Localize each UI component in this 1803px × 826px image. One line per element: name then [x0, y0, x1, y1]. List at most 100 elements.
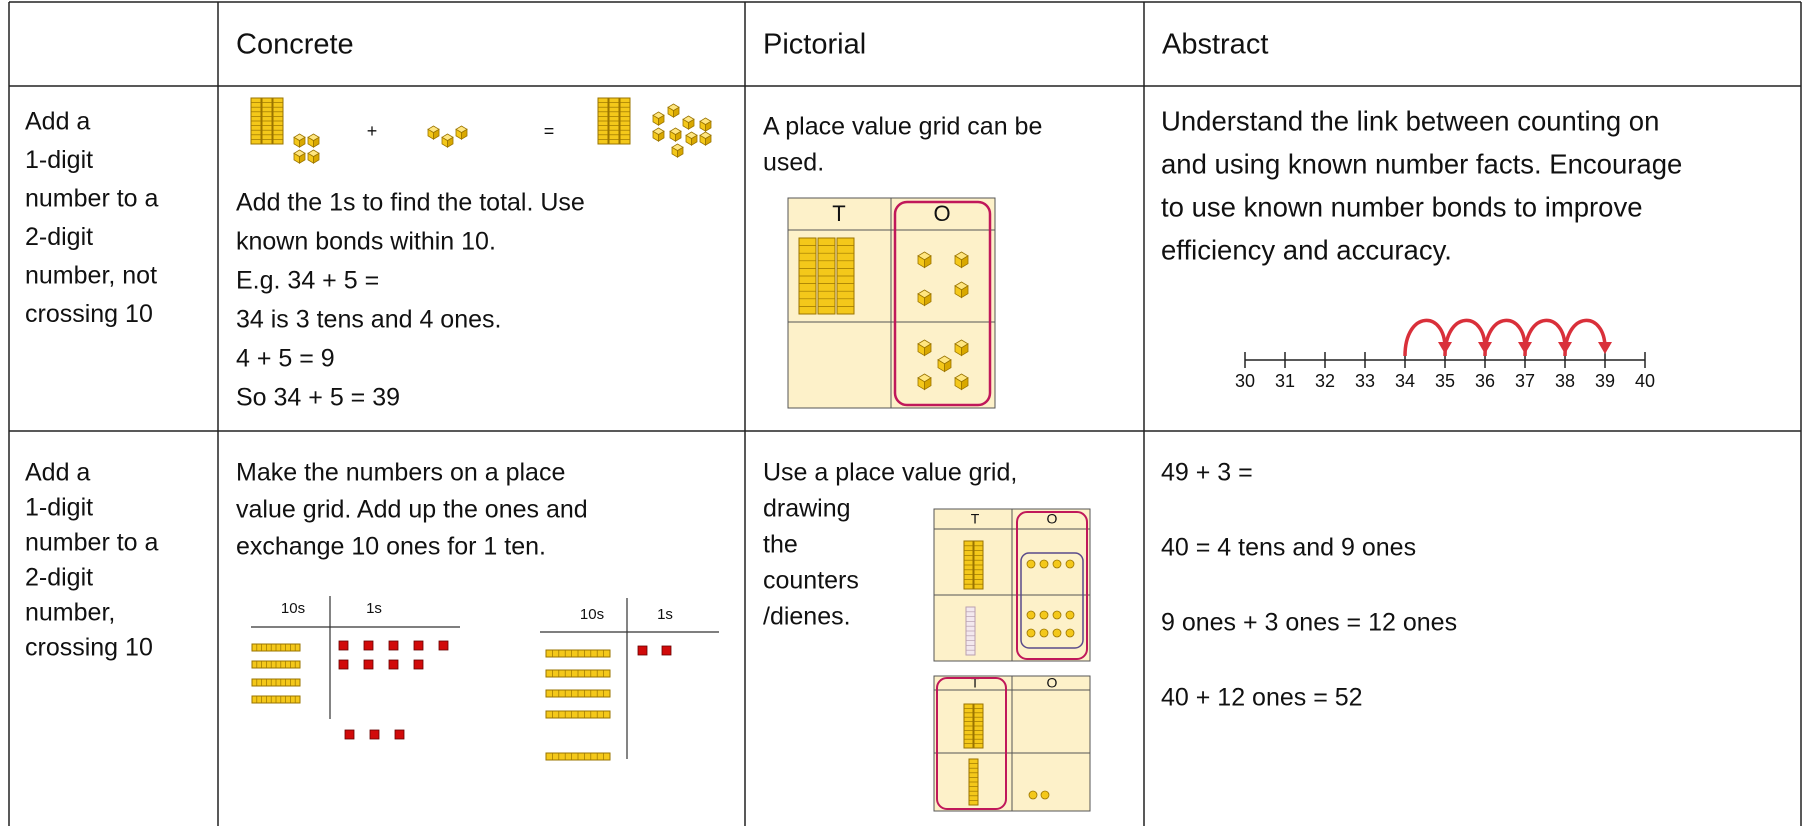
row-label: crossing 10 — [25, 634, 153, 662]
unit-cube — [682, 115, 695, 130]
counter — [1065, 628, 1075, 638]
concrete-text: exchange 10 ones for 1 ten. — [236, 533, 546, 561]
red-counter — [661, 645, 672, 656]
number-line-label: 38 — [1555, 371, 1575, 391]
base-ten-rod — [251, 678, 301, 687]
counter — [1040, 790, 1050, 800]
base-ten-rod — [251, 643, 301, 652]
base-ten-rod — [965, 606, 976, 656]
cube-side — [961, 255, 969, 269]
unit-cube — [917, 339, 932, 357]
cube-side — [924, 293, 932, 307]
base-ten-rod — [272, 97, 284, 145]
column-header: Pictorial — [763, 29, 866, 61]
grid-header: T — [971, 675, 980, 691]
pictorial-text: drawing — [763, 495, 851, 523]
row-label: 2-digit — [25, 223, 93, 251]
cube-side — [675, 130, 682, 142]
unit-cube — [954, 251, 969, 269]
pictorial-text: /dienes. — [763, 603, 851, 631]
red-counter — [338, 659, 349, 670]
base-ten-rod — [251, 695, 301, 704]
grid-header: O — [1047, 511, 1058, 527]
cube-side — [924, 343, 932, 357]
counter — [1039, 628, 1049, 638]
counter — [1039, 610, 1049, 620]
unit-cube — [954, 339, 969, 357]
grid-header: 10s — [281, 600, 305, 617]
base-ten-rod — [545, 689, 611, 698]
unit-cube — [667, 103, 680, 118]
cube-side — [924, 377, 932, 391]
column-header: Concrete — [236, 29, 354, 61]
cube-side — [433, 128, 440, 140]
cube-side — [299, 152, 306, 164]
jump-arc — [1523, 318, 1567, 357]
unit-cube — [954, 373, 969, 391]
number-line-label: 30 — [1235, 371, 1255, 391]
base-ten-rod — [545, 710, 611, 719]
table-borders — [8, 1, 1802, 826]
unit-cube — [455, 125, 468, 140]
unit-cube — [954, 281, 969, 299]
counter — [1026, 559, 1036, 569]
cube-side — [705, 120, 712, 132]
abstract-text: Understand the link between counting on — [1161, 105, 1659, 136]
number-line-label: 32 — [1315, 371, 1335, 391]
cube-side — [961, 285, 969, 299]
base-ten-rod — [619, 97, 631, 145]
grid-header: 1s — [366, 600, 382, 617]
column-header: Abstract — [1162, 29, 1268, 61]
highlight — [893, 200, 992, 407]
red-counter — [344, 729, 355, 740]
cube-side — [658, 114, 665, 126]
cube-side — [961, 377, 969, 391]
cube-side — [447, 136, 454, 148]
grid-header: 1s — [657, 606, 673, 623]
cube-side — [688, 118, 695, 130]
row-label: crossing 10 — [25, 300, 153, 328]
number-line-label: 33 — [1355, 371, 1375, 391]
abstract-text: efficiency and accuracy. — [1161, 234, 1452, 265]
number-line-label: 31 — [1275, 371, 1295, 391]
counter — [1052, 610, 1062, 620]
number-line-label: 35 — [1435, 371, 1455, 391]
pictorial-text: the — [763, 531, 798, 559]
counter — [1026, 628, 1036, 638]
unit-cube — [917, 289, 932, 307]
jump-arc — [1563, 318, 1607, 357]
grid-header: T — [971, 511, 980, 527]
cube-side — [461, 128, 468, 140]
base-ten-rod — [545, 649, 611, 658]
number-line-label: 40 — [1635, 371, 1655, 391]
unit-cube — [441, 133, 454, 148]
unit-cube — [671, 143, 684, 158]
pictorial-text: used. — [763, 149, 824, 177]
cube-side — [658, 130, 665, 142]
number-line-label: 34 — [1395, 371, 1415, 391]
red-counter — [363, 640, 374, 651]
number-line-label: 39 — [1595, 371, 1615, 391]
unit-cube — [699, 117, 712, 132]
cube-side — [673, 106, 680, 118]
unit-cube — [293, 149, 306, 164]
unit-cube — [652, 111, 665, 126]
abstract-text: 9 ones + 3 ones = 12 ones — [1161, 609, 1457, 637]
abstract-text: and using known number facts. Encourage — [1161, 148, 1682, 179]
unit-cube — [917, 373, 932, 391]
concrete-text: 34 is 3 tens and 4 ones. — [236, 306, 501, 334]
base-ten-rod — [798, 237, 817, 315]
row-label: number, not — [25, 262, 157, 290]
concrete-text: value grid. Add up the ones and — [236, 496, 588, 524]
base-ten-rod — [261, 97, 273, 145]
concrete-text: 4 + 5 = 9 — [236, 345, 335, 373]
unit-cube — [699, 131, 712, 146]
base-ten-rod — [250, 97, 262, 145]
counter — [1065, 559, 1075, 569]
red-counter — [413, 640, 424, 651]
base-ten-rod — [817, 237, 836, 315]
highlight — [1016, 511, 1088, 660]
red-counter — [363, 659, 374, 670]
base-ten-rod — [973, 703, 984, 749]
